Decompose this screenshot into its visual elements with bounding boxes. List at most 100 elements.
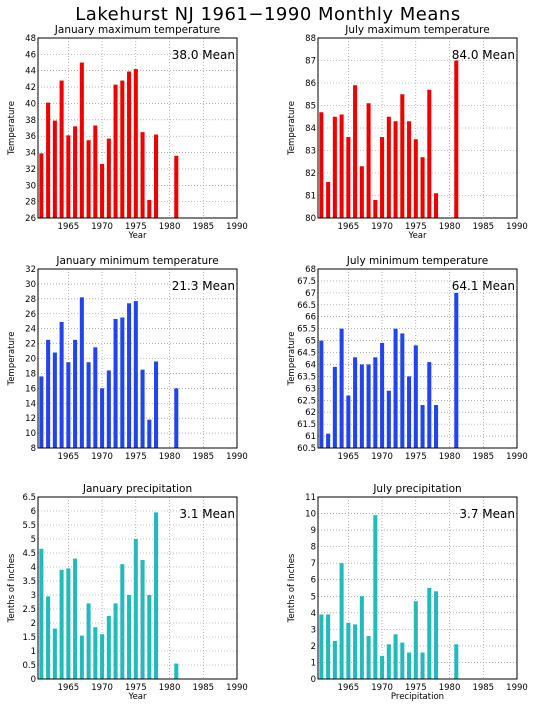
chart-2-xtick-label: 1965: [338, 222, 360, 232]
chart-3-bar: [133, 301, 138, 448]
chart-1-bar: [147, 200, 152, 218]
chart-2-bar: [380, 137, 385, 218]
chart-3-ytick-label: 24: [25, 325, 36, 335]
chart-6-bar: [413, 601, 418, 679]
chart-2-bar: [353, 85, 358, 218]
chart-6-xlabel: Precipitation: [391, 692, 444, 702]
chart-6-ytick-label: 3: [311, 625, 316, 635]
chart-4-ytick-label: 64: [305, 360, 316, 370]
chart-6-ytick-label: 11: [305, 493, 316, 503]
chart-1-xtick-label: 1970: [91, 222, 113, 232]
chart-6-frame: [317, 496, 518, 680]
chart-6-ytick-label: 8: [311, 543, 316, 553]
chart-6-xtick-label: 1980: [439, 683, 461, 693]
chart-3-bar: [52, 352, 57, 448]
chart-1-bar: [133, 69, 138, 218]
chart-3-ytick-label: 8: [31, 444, 36, 454]
chart-3-bar: [106, 370, 111, 448]
chart-5-bar: [73, 558, 78, 679]
chart-2-bar: [386, 116, 391, 218]
chart-1-xtick-label: 1975: [125, 222, 147, 232]
chart-6-xtick-label: 1975: [405, 683, 427, 693]
chart-6-bar: [427, 588, 432, 679]
chart-3-ytick-label: 20: [25, 355, 36, 365]
chart-4-xtick-label: 1970: [371, 452, 393, 462]
chart-1-bar: [46, 102, 51, 218]
chart-3-xtick-label: 1985: [192, 452, 214, 462]
chart-1-bar: [100, 164, 105, 218]
chart-5-bar: [39, 548, 44, 679]
chart-5-xtick-label: 1965: [58, 683, 80, 693]
chart-3-xtick-label: 1975: [125, 452, 147, 462]
chart-4-bar: [380, 342, 385, 448]
chart-6-ylabel: Tenths of Inches: [287, 553, 297, 623]
chart-1-bar: [73, 126, 78, 218]
chart-1-bar: [127, 71, 132, 218]
chart-4-xtick-label: 1985: [472, 452, 494, 462]
chart-4-bar: [393, 328, 398, 448]
chart-4-xtick-label: 1990: [506, 452, 528, 462]
chart-5-xtick-label: 1990: [226, 683, 248, 693]
chart-5-bar: [133, 539, 138, 679]
chart-3-bar: [73, 339, 78, 448]
chart-2-ytick-label: 83: [305, 147, 316, 157]
chart-5-ytick-label: 2: [31, 619, 36, 629]
chart-5-bar: [120, 564, 125, 679]
chart-6-ytick-label: 10: [305, 510, 316, 520]
chart-4-bar: [373, 357, 378, 448]
chart-2-ylabel: Temperature: [287, 101, 297, 156]
chart-4-bar: [420, 405, 425, 448]
chart-5-bar: [52, 628, 57, 679]
chart-5-bar: [154, 512, 159, 679]
chart-4-bar: [434, 405, 439, 448]
chart-1-ytick-label: 44: [25, 67, 36, 77]
chart-3-xtick-label: 1965: [58, 452, 80, 462]
chart-6-bar: [400, 642, 405, 679]
chart-2-bar: [319, 112, 324, 218]
chart-6-ytick-label: 1: [311, 658, 316, 668]
chart-5-xtick-label: 1970: [91, 683, 113, 693]
chart-5-ytick-label: 3.5: [22, 577, 36, 587]
chart-4-ytick-label: 63.5: [297, 372, 316, 382]
chart-5-frame: [37, 496, 238, 680]
chart-6-ytick-label: 7: [311, 559, 316, 569]
chart-3-bar: [127, 303, 132, 448]
chart-2-ytick-label: 84: [305, 124, 316, 134]
chart-5-ytick-label: 6.5: [22, 493, 36, 503]
chart-6-ytick-label: 2: [311, 642, 316, 652]
chart-1-bar: [154, 134, 159, 218]
chart-2-bar: [413, 139, 418, 218]
chart-5-ytick-label: 4.5: [22, 549, 36, 559]
chart-5-ytick-label: 3: [31, 591, 36, 601]
chart-5-ytick-label: 0.5: [22, 661, 36, 671]
chart-5-bar: [86, 603, 91, 679]
chart-3-xtick-label: 1980: [159, 452, 181, 462]
chart-4-bar: [427, 362, 432, 448]
chart-1-xtick-label: 1965: [58, 222, 80, 232]
chart-3-bar: [140, 369, 145, 448]
chart-3-ytick-label: 30: [25, 280, 36, 290]
chart-6-title: July precipitation: [372, 483, 461, 495]
chart-4-bar: [400, 333, 405, 448]
chart-4-bar: [346, 395, 351, 448]
chart-2-xtick-label: 1970: [371, 222, 393, 232]
chart-3-ytick-label: 14: [25, 399, 36, 409]
chart-5-ytick-label: 5.5: [22, 521, 36, 531]
chart-2-bar: [366, 103, 371, 218]
chart-4-ytick-label: 67: [305, 289, 316, 299]
chart-5-ytick-label: 1.5: [22, 633, 36, 643]
chart-4-ytick-label: 62: [305, 408, 316, 418]
chart-5-ytick-label: 4: [31, 563, 36, 573]
chart-2-ytick-label: 87: [305, 57, 316, 67]
chart-4-ylabel: Temperature: [287, 332, 297, 387]
chart-1-ytick-label: 28: [25, 198, 36, 208]
chart-5-mean-annotation: 3.1 Mean: [179, 507, 235, 521]
chart-6-ytick-label: 9: [311, 526, 316, 536]
chart-1-title: January maximum temperature: [54, 24, 220, 36]
chart-6-bar: [393, 634, 398, 679]
chart-6-xtick-label: 1985: [472, 683, 494, 693]
chart-2-xtick-label: 1990: [506, 222, 528, 232]
chart-2-bar: [332, 116, 337, 218]
chart-3-mean-annotation: 21.3 Mean: [172, 279, 235, 293]
chart-4-xtick-label: 1965: [338, 452, 360, 462]
